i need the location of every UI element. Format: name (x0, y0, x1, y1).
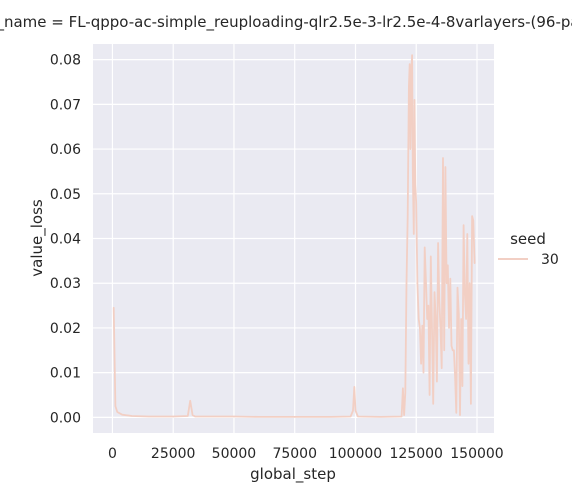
legend-title: seed (510, 230, 546, 248)
x-tick-label: 50000 (212, 446, 257, 462)
x-axis-label: global_step (250, 465, 336, 484)
x-tick-labels: 0 25000 50000 75000 100000 125000 150000 (108, 446, 504, 462)
y-tick-label: 0.01 (50, 366, 81, 382)
series-line-30 (112, 54, 476, 418)
x-tick-label: 75000 (272, 446, 317, 462)
series-lines (112, 54, 476, 418)
y-tick-label: 0.00 (50, 410, 81, 426)
y-tick-label: 0.06 (50, 142, 81, 158)
y-tick-label: 0.07 (50, 97, 81, 113)
y-tick-label: 0.05 (50, 187, 81, 203)
y-tick-label: 0.02 (50, 321, 81, 337)
y-tick-label: 0.04 (50, 232, 81, 248)
x-tick-label: 25000 (151, 446, 196, 462)
legend: seed 30 (498, 230, 559, 268)
x-tick-label: 125000 (390, 446, 443, 462)
y-tick-label: 0.03 (50, 276, 81, 292)
x-tick-label: 100000 (329, 446, 382, 462)
y-tick-labels: 0.00 0.01 0.02 0.03 0.04 0.05 0.06 0.07 0.08 (50, 53, 81, 427)
x-tick-label: 150000 (450, 446, 503, 462)
y-tick-label: 0.08 (50, 53, 81, 69)
chart-title: _name = FL-qppo-ac-simple_reuploading-ql… (0, 13, 572, 32)
x-tick-label: 0 (108, 446, 117, 462)
y-axis-label: value_loss (28, 199, 47, 277)
legend-label-30: 30 (541, 252, 559, 268)
